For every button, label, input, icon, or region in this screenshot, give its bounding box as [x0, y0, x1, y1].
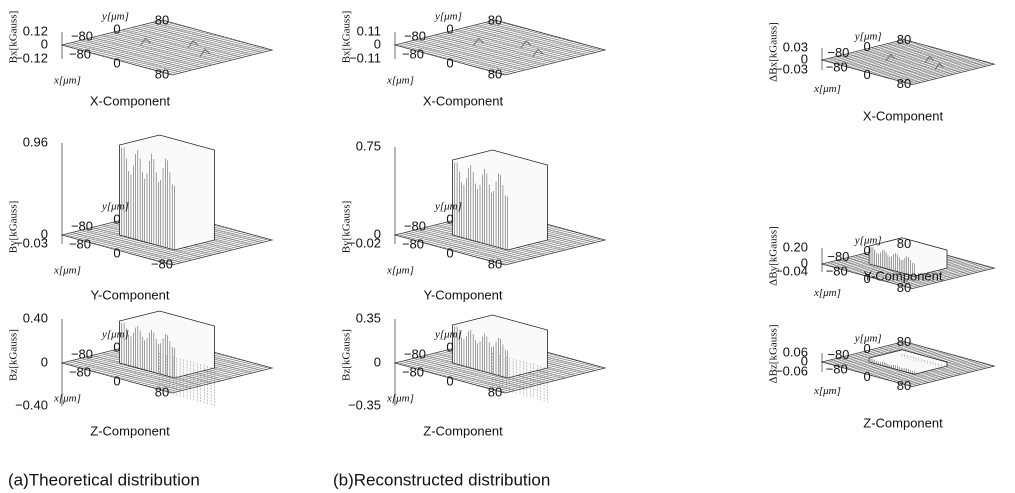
x-tick-label: 80	[488, 384, 502, 399]
z-tick-label: 0	[374, 36, 381, 51]
surface-plot	[62, 135, 272, 265]
caption: (a)Theoretical distribution	[8, 470, 200, 489]
x-tick-label: 0	[863, 369, 870, 384]
y-tick-label: 0	[113, 21, 120, 36]
z-axis-label: Bz[kGauss]	[341, 329, 353, 381]
z-tick-label: −0.40	[15, 397, 48, 412]
panel-title: Z-Component	[90, 423, 170, 438]
z-tick-label: 0	[374, 354, 381, 369]
panel-title: X-Component	[863, 108, 944, 123]
y-tick-label: 80	[897, 32, 911, 47]
x-tick-label: 80	[897, 378, 911, 393]
x-tick-label: 80	[897, 76, 911, 91]
y-tick-label: 0	[446, 21, 453, 36]
x-tick-label: 0	[446, 55, 453, 70]
z-tick-label: 0.20	[783, 239, 808, 254]
z-tick-label: 0.40	[23, 310, 48, 325]
x-tick-label: −80	[151, 256, 173, 271]
y-tick-label: −80	[827, 249, 849, 264]
y-tick-label: −80	[71, 346, 93, 361]
panel-title: Y-Component	[423, 287, 502, 302]
x-tick-label: 0	[446, 373, 453, 388]
y-tick-label: 0	[446, 211, 453, 226]
x-axis-label: x[μm]	[386, 393, 414, 405]
x-tick-label: 0	[113, 55, 120, 70]
y-tick-label: 80	[155, 12, 169, 27]
x-tick-label: −80	[826, 362, 848, 377]
panel-title: X-Component	[423, 93, 504, 108]
z-tick-label: 0.96	[23, 134, 48, 149]
z-tick-label: 0	[41, 36, 48, 51]
y-tick-label: −80	[827, 45, 849, 60]
x-axis-label: x[μm]	[386, 265, 414, 277]
x-tick-label: −80	[402, 46, 424, 61]
surface-plot	[395, 147, 605, 265]
y-tick-label: 0	[113, 339, 120, 354]
z-axis-label: Bz[kGauss]	[8, 329, 20, 381]
x-axis-label: x[μm]	[53, 393, 81, 405]
x-axis-label: x[μm]	[386, 75, 414, 87]
panel-title: Z-Component	[863, 415, 943, 430]
y-tick-label: −80	[71, 28, 93, 43]
z-tick-label: −0.11	[349, 50, 381, 65]
x-tick-label: 80	[155, 66, 169, 81]
panel-title: Z-Component	[423, 423, 503, 438]
panel-title: Y-Component	[863, 268, 942, 283]
surface-raised	[453, 150, 548, 250]
x-axis-label: x[μm]	[53, 75, 81, 87]
x-tick-label: −80	[402, 364, 424, 379]
x-tick-label: 0	[863, 67, 870, 82]
x-axis-label: x[μm]	[813, 83, 841, 95]
y-tick-label: 80	[897, 236, 911, 251]
z-tick-label: −0.03	[775, 61, 808, 76]
x-tick-label: 0	[446, 245, 453, 260]
x-tick-label: 0	[113, 245, 120, 260]
z-tick-label: −0.12	[15, 50, 48, 65]
y-tick-label: −80	[71, 218, 93, 233]
figure: (a)Theoretical distributionBx[kGauss]0.1…	[0, 0, 1015, 493]
x-tick-label: −80	[402, 236, 424, 251]
x-axis-label: x[μm]	[813, 287, 841, 299]
y-tick-label: −80	[404, 346, 426, 361]
surface-raised	[120, 135, 215, 250]
x-tick-label: −80	[69, 46, 91, 61]
y-tick-label: −80	[827, 347, 849, 362]
z-tick-label: −0.06	[775, 363, 808, 378]
x-axis-label: x[μm]	[813, 385, 841, 397]
x-tick-label: 80	[488, 256, 502, 271]
z-tick-label: −0.03	[15, 235, 48, 250]
y-tick-label: 80	[488, 12, 502, 27]
y-tick-label: 0	[113, 211, 120, 226]
y-tick-label: 0	[863, 341, 870, 356]
x-tick-label: 80	[488, 66, 502, 81]
y-tick-label: 0	[863, 243, 870, 258]
x-axis-label: x[μm]	[53, 265, 81, 277]
z-tick-label: 0.75	[356, 138, 381, 153]
z-tick-label: −0.02	[348, 235, 381, 250]
z-tick-label: −0.35	[348, 397, 381, 412]
y-tick-label: 0	[863, 39, 870, 54]
z-tick-label: −0.04	[775, 263, 808, 278]
x-tick-label: −80	[826, 60, 848, 75]
y-tick-label: −80	[404, 218, 426, 233]
x-tick-label: 0	[113, 373, 120, 388]
x-tick-label: 80	[155, 384, 169, 399]
x-tick-label: −80	[826, 264, 848, 279]
caption: (b)Reconstructed distribution	[333, 470, 550, 489]
panel-title: X-Component	[90, 93, 171, 108]
panel-title: Y-Component	[90, 287, 169, 302]
x-tick-label: −80	[69, 364, 91, 379]
z-tick-label: 0	[41, 354, 48, 369]
z-tick-label: 0.35	[356, 310, 381, 325]
y-tick-label: −80	[404, 28, 426, 43]
x-tick-label: −80	[69, 236, 91, 251]
y-tick-label: 0	[446, 339, 453, 354]
y-tick-label: 80	[897, 334, 911, 349]
